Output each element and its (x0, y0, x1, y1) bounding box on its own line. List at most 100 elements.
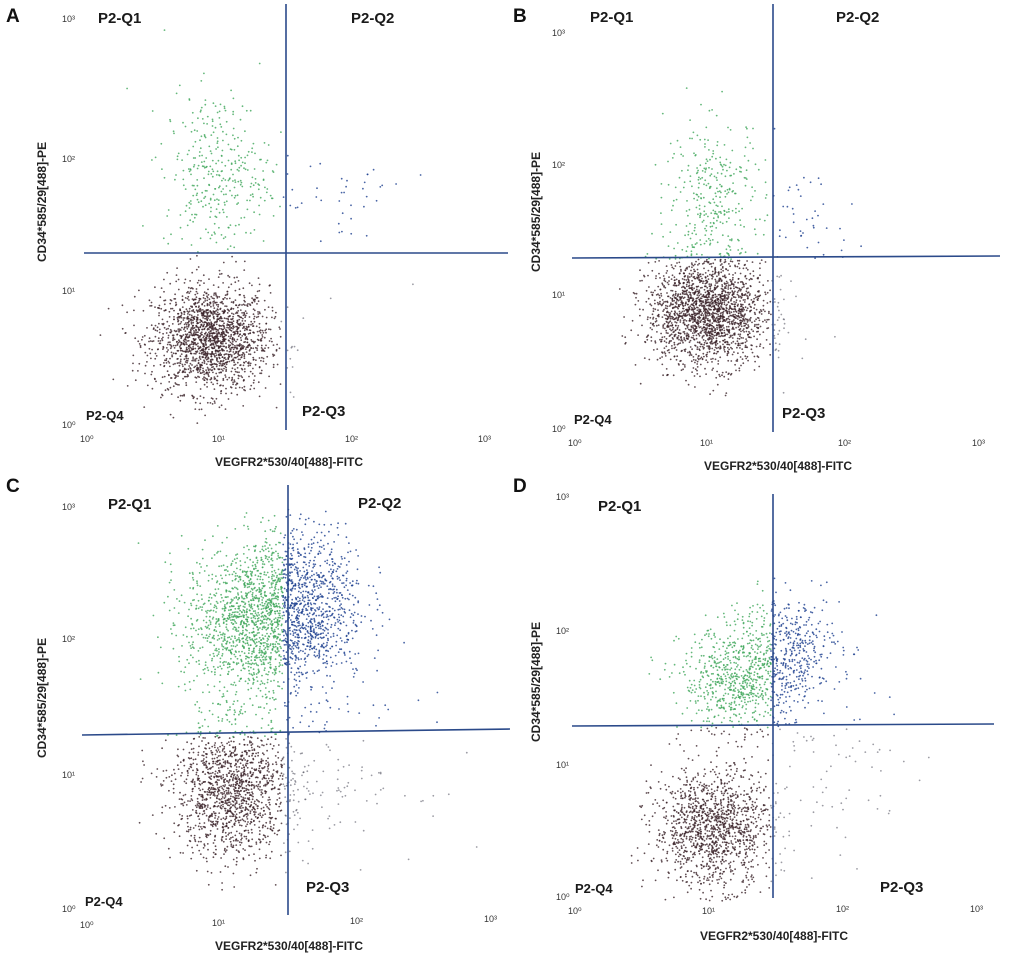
panel-b-x-tick-3: 10³ (972, 438, 985, 448)
event-point (182, 121, 184, 124)
event-point (676, 298, 679, 301)
event-point (191, 306, 194, 309)
event-point (653, 299, 656, 302)
event-point (727, 208, 730, 211)
event-point (232, 113, 235, 116)
panel-c: C P2-Q1 P2-Q2 P2-Q3 P2-Q4 10³ 10² 10¹ 10… (6, 476, 511, 953)
event-point (710, 283, 712, 285)
event-point (711, 342, 714, 345)
event-point (235, 260, 237, 263)
event-point (645, 300, 648, 303)
event-point (724, 258, 727, 261)
event-point (242, 405, 245, 407)
event-point (228, 360, 231, 363)
event-point (197, 266, 200, 268)
event-point (258, 62, 261, 65)
event-point (210, 134, 213, 137)
event-point (155, 355, 158, 357)
event-point (639, 314, 641, 317)
event-point (208, 298, 211, 301)
event-point (206, 771, 209, 774)
event-point (701, 170, 704, 172)
event-point (719, 346, 722, 349)
event-point (190, 347, 193, 350)
event-point (741, 314, 744, 317)
event-point (244, 327, 247, 330)
event-point (682, 319, 685, 322)
event-point (728, 166, 731, 169)
event-point (214, 126, 217, 129)
event-point (762, 284, 765, 287)
event-point (213, 339, 215, 342)
event-point (687, 333, 690, 336)
event-point (270, 779, 273, 782)
event-point (649, 322, 652, 324)
event-point (686, 308, 688, 311)
event-point (273, 354, 276, 356)
event-point (703, 305, 706, 308)
event-point (724, 175, 727, 178)
event-point (223, 345, 226, 348)
event-point (662, 325, 664, 327)
event-point (183, 317, 186, 319)
event-point (199, 368, 202, 371)
event-point (753, 369, 756, 371)
event-point (132, 362, 134, 365)
event-point (232, 307, 235, 310)
event-point (204, 321, 206, 324)
event-point (200, 109, 202, 112)
event-point (692, 131, 695, 134)
event-point (223, 317, 226, 320)
event-point (748, 278, 751, 281)
event-point (691, 283, 694, 286)
event-point (241, 376, 244, 379)
event-point (700, 293, 702, 296)
event-point (698, 204, 701, 207)
event-point (246, 788, 249, 791)
event-point (239, 183, 242, 186)
event-point (719, 330, 722, 332)
event-point (696, 309, 699, 312)
event-point (241, 161, 244, 164)
event-point (730, 360, 733, 362)
event-point (733, 334, 735, 336)
event-point (689, 346, 692, 348)
event-point (711, 369, 714, 371)
event-point (719, 320, 722, 323)
event-point (222, 139, 224, 142)
event-point (753, 297, 755, 300)
event-point (742, 299, 745, 301)
event-point (197, 367, 200, 369)
event-point (703, 331, 706, 334)
event-point (694, 300, 697, 303)
event-point (172, 334, 175, 337)
event-point (222, 369, 224, 372)
event-point (704, 307, 707, 310)
event-point (240, 367, 243, 370)
event-point (157, 340, 160, 342)
event-point (154, 306, 156, 308)
event-point (289, 204, 292, 207)
event-point (228, 350, 231, 353)
event-point (169, 302, 172, 305)
event-point (181, 363, 184, 366)
event-point (726, 188, 729, 191)
event-point (126, 385, 129, 387)
event-point (720, 268, 723, 271)
event-point (697, 264, 699, 266)
event-point (660, 304, 663, 307)
event-point (725, 325, 728, 328)
event-point (163, 176, 166, 179)
event-point (709, 304, 712, 307)
event-point (184, 278, 187, 281)
event-point (184, 330, 187, 332)
event-point (661, 282, 664, 285)
event-point (697, 333, 700, 335)
event-point (222, 324, 225, 327)
event-point (698, 308, 700, 311)
event-point (222, 379, 225, 381)
event-point (185, 368, 187, 371)
event-point (225, 200, 228, 203)
event-point (224, 365, 227, 368)
